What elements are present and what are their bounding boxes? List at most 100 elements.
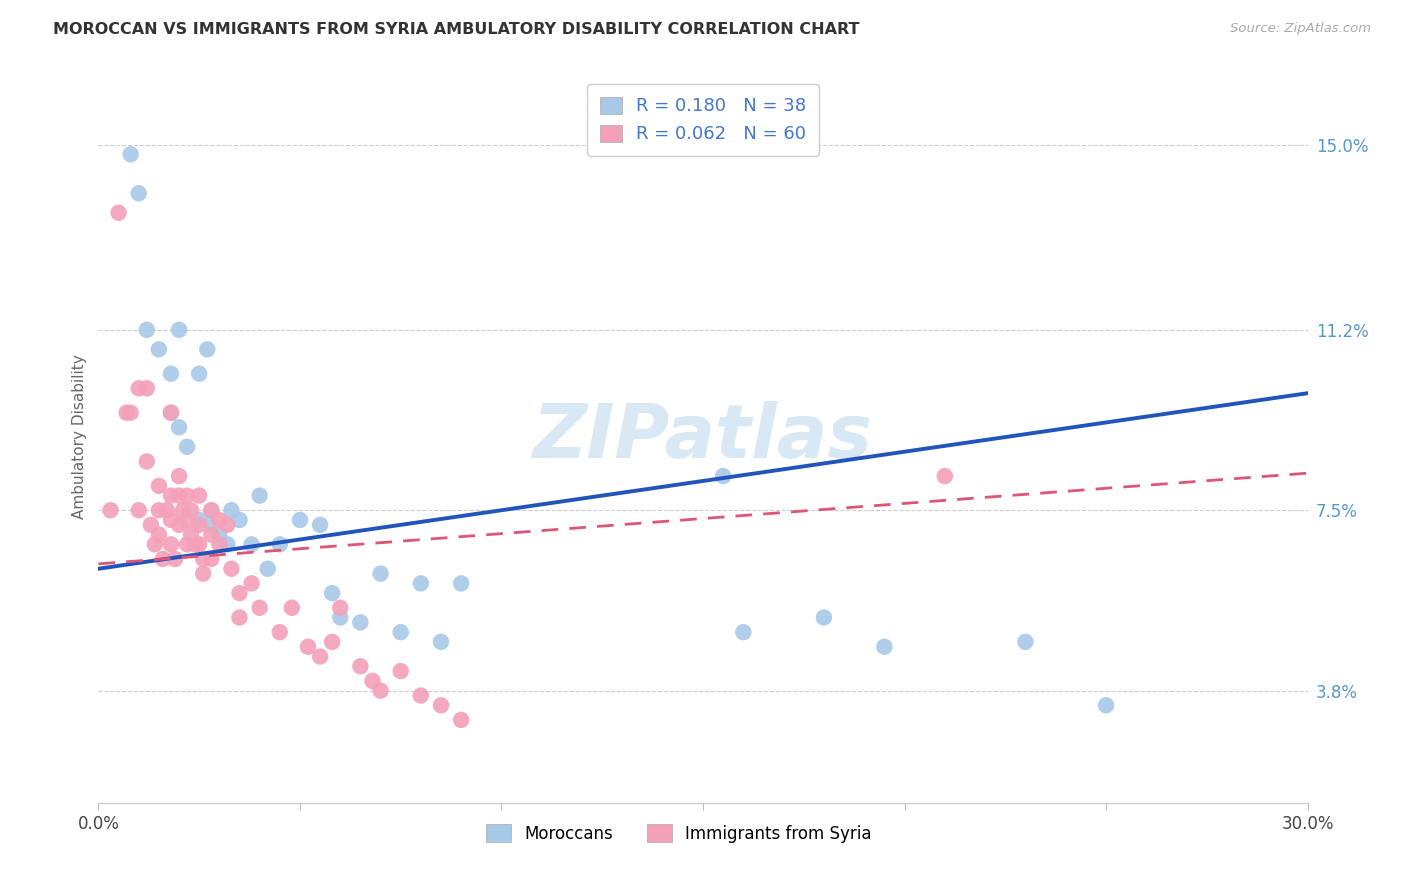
Point	[1095, 698, 1118, 713]
Point	[160, 537, 183, 551]
Point	[167, 469, 190, 483]
Point	[450, 713, 472, 727]
Point	[281, 600, 304, 615]
Point	[813, 610, 835, 624]
Point	[409, 576, 432, 591]
Point	[148, 343, 170, 357]
Text: Source: ZipAtlas.com: Source: ZipAtlas.com	[1230, 22, 1371, 36]
Point	[195, 343, 218, 357]
Point	[389, 625, 412, 640]
Point	[349, 659, 371, 673]
Point	[167, 517, 190, 532]
Point	[217, 537, 239, 551]
Point	[115, 406, 138, 420]
Point	[120, 406, 142, 420]
Point	[249, 600, 271, 615]
Point	[193, 552, 215, 566]
Point	[188, 517, 211, 532]
Point	[297, 640, 319, 654]
Point	[193, 566, 215, 581]
Point	[148, 503, 170, 517]
Point	[208, 527, 231, 541]
Point	[208, 537, 231, 551]
Point	[217, 517, 239, 532]
Point	[321, 635, 343, 649]
Point	[733, 625, 755, 640]
Point	[256, 562, 278, 576]
Point	[176, 489, 198, 503]
Point	[135, 323, 157, 337]
Point	[430, 698, 453, 713]
Point	[107, 206, 129, 220]
Y-axis label: Ambulatory Disability: Ambulatory Disability	[72, 355, 87, 519]
Point	[128, 503, 150, 517]
Point	[135, 381, 157, 395]
Point	[321, 586, 343, 600]
Point	[1014, 635, 1036, 649]
Legend: Moroccans, Immigrants from Syria: Moroccans, Immigrants from Syria	[479, 818, 879, 849]
Point	[934, 469, 956, 483]
Point	[269, 625, 291, 640]
Point	[167, 323, 190, 337]
Point	[409, 689, 432, 703]
Point	[152, 552, 174, 566]
Point	[180, 503, 202, 517]
Point	[240, 537, 263, 551]
Point	[228, 513, 250, 527]
Point	[221, 503, 243, 517]
Point	[160, 367, 183, 381]
Point	[100, 503, 122, 517]
Point	[349, 615, 371, 630]
Point	[188, 367, 211, 381]
Point	[143, 537, 166, 551]
Point	[370, 566, 392, 581]
Point	[180, 527, 202, 541]
Point	[167, 489, 190, 503]
Text: MOROCCAN VS IMMIGRANTS FROM SYRIA AMBULATORY DISABILITY CORRELATION CHART: MOROCCAN VS IMMIGRANTS FROM SYRIA AMBULA…	[53, 22, 860, 37]
Point	[188, 513, 211, 527]
Point	[148, 479, 170, 493]
Point	[184, 537, 207, 551]
Point	[160, 513, 183, 527]
Point	[156, 503, 179, 517]
Point	[176, 513, 198, 527]
Point	[873, 640, 896, 654]
Point	[120, 147, 142, 161]
Point	[208, 513, 231, 527]
Point	[200, 503, 222, 517]
Point	[361, 673, 384, 688]
Point	[167, 420, 190, 434]
Point	[309, 649, 332, 664]
Point	[200, 503, 222, 517]
Point	[128, 381, 150, 395]
Point	[200, 527, 222, 541]
Point	[240, 576, 263, 591]
Point	[288, 513, 311, 527]
Text: ZIPatlas: ZIPatlas	[533, 401, 873, 474]
Point	[249, 489, 271, 503]
Point	[135, 454, 157, 468]
Point	[163, 552, 186, 566]
Point	[148, 527, 170, 541]
Point	[139, 517, 162, 532]
Point	[176, 537, 198, 551]
Point	[160, 489, 183, 503]
Point	[160, 406, 183, 420]
Point	[228, 610, 250, 624]
Point	[329, 600, 352, 615]
Point	[188, 489, 211, 503]
Point	[188, 537, 211, 551]
Point	[269, 537, 291, 551]
Point	[128, 186, 150, 201]
Point	[200, 552, 222, 566]
Point	[370, 683, 392, 698]
Point	[176, 440, 198, 454]
Point	[228, 586, 250, 600]
Point	[172, 503, 194, 517]
Point	[389, 664, 412, 678]
Point	[200, 517, 222, 532]
Point	[430, 635, 453, 649]
Point	[450, 576, 472, 591]
Point	[329, 610, 352, 624]
Point	[711, 469, 734, 483]
